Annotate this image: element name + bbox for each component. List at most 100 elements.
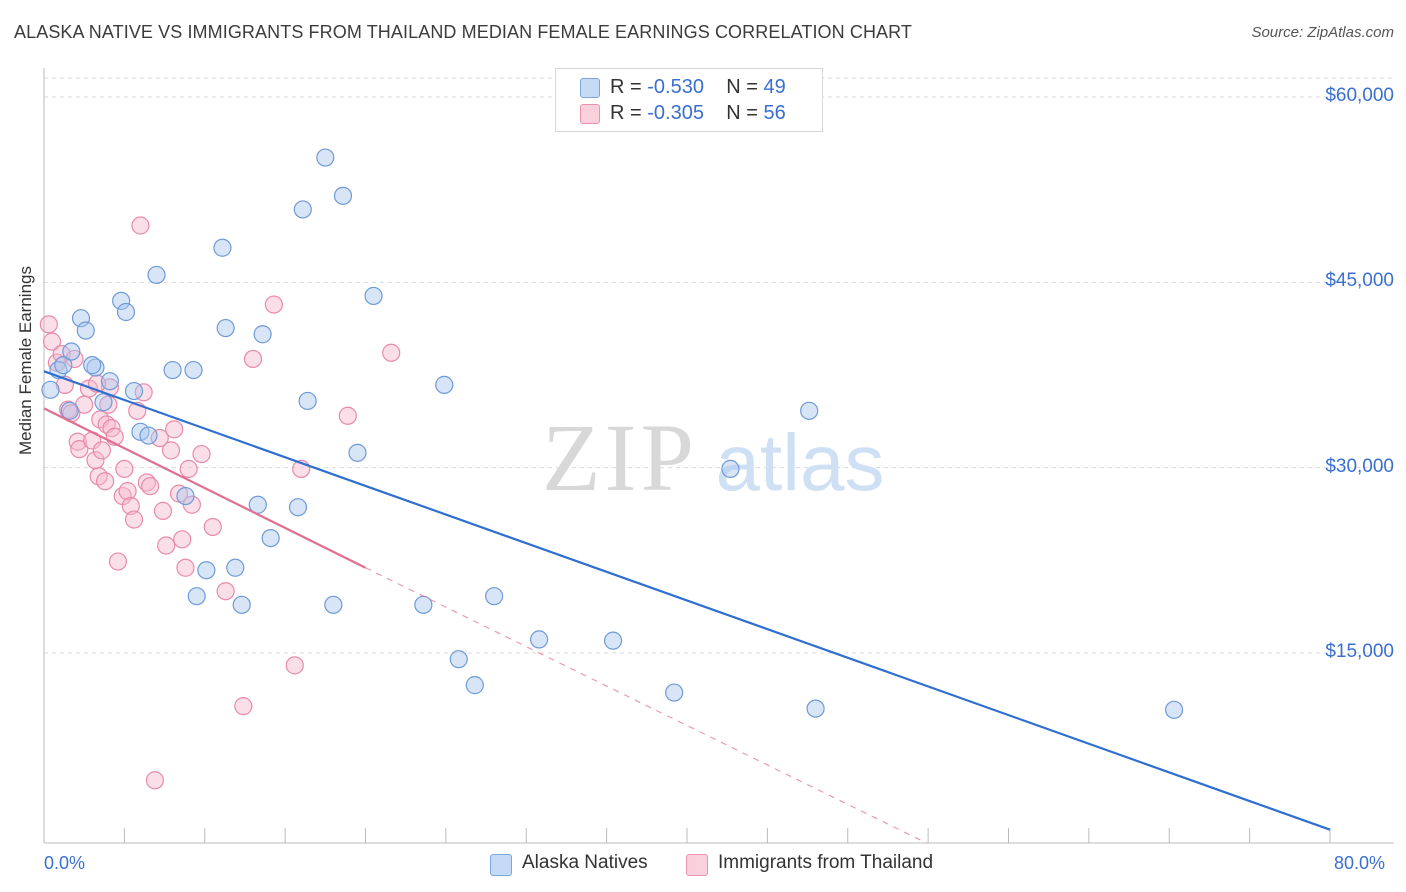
data-point-thailand: [382, 343, 401, 362]
data-point-alaska: [83, 356, 102, 375]
data-point-alaska: [348, 443, 367, 462]
watermark-zip: ZIP: [542, 404, 698, 511]
data-point-thailand: [338, 406, 357, 425]
data-point-thailand: [42, 332, 62, 351]
data-point-alaska: [800, 401, 819, 420]
legend-swatch-blue: [580, 78, 600, 98]
data-point-alaska: [213, 238, 232, 257]
data-point-alaska: [253, 325, 272, 344]
bottom-legend-label-pink: Immigrants from Thailand: [718, 852, 934, 873]
y-axis-label: Median Female Earnings: [16, 266, 35, 455]
data-point-alaska: [86, 358, 105, 377]
data-point-alaska: [414, 595, 433, 614]
data-point-alaska: [485, 587, 504, 606]
data-point-thailand: [150, 428, 169, 448]
trend-layer: [43, 370, 1331, 844]
watermark-atlas: atlas: [716, 418, 885, 507]
data-point-thailand: [192, 444, 211, 464]
data-point-thailand: [165, 420, 184, 439]
data-point-thailand: [124, 510, 144, 529]
x-tick-min: 0.0%: [44, 853, 86, 873]
legend-n-value-blue: 49: [763, 76, 786, 98]
grid-layer: [44, 77, 1394, 654]
data-point-alaska: [139, 426, 158, 445]
data-point-alaska: [232, 595, 251, 614]
data-point-alaska: [116, 302, 136, 322]
data-point-thailand: [92, 441, 111, 460]
pink-points-group: [39, 216, 401, 790]
data-point-alaska: [226, 558, 245, 577]
legend-n-label: N =: [726, 76, 764, 98]
data-point-thailand: [118, 482, 137, 501]
watermark: ZIP atlas: [542, 404, 884, 511]
data-point-alaska: [216, 318, 235, 338]
data-point-alaska: [163, 360, 182, 380]
data-point-thailand: [285, 656, 304, 675]
legend-swatch-pink: [580, 104, 600, 124]
data-point-alaska: [54, 356, 73, 375]
data-point-thailand: [115, 459, 134, 479]
bottom-legend-swatch-blue: [490, 854, 512, 876]
y-tick-label: $15,000: [1325, 641, 1394, 662]
trendline-alaska: [43, 370, 1331, 831]
bottom-legend-swatch-pink: [686, 854, 708, 876]
y-tick-label: $60,000: [1325, 85, 1394, 106]
data-point-alaska: [112, 291, 131, 310]
data-point-thailand: [140, 477, 160, 496]
axes-layer: [43, 68, 1394, 844]
legend-n-value-pink: 56: [763, 102, 786, 124]
data-point-alaska: [41, 380, 60, 399]
y-tick-label: $45,000: [1325, 270, 1394, 292]
legend-r-value-pink: -0.305: [647, 102, 704, 124]
data-point-alaska: [324, 595, 343, 614]
data-point-alaska: [530, 630, 549, 649]
data-point-alaska: [665, 683, 684, 702]
data-point-alaska: [288, 498, 308, 517]
legend-r-label: R =: [610, 76, 648, 98]
data-point-thailand: [95, 472, 115, 491]
x-tick-max: 80.0%: [1334, 853, 1386, 873]
data-point-thailand: [264, 295, 283, 314]
data-point-alaska: [261, 528, 280, 548]
legend-n-label: N =: [726, 102, 764, 124]
data-point-thailand: [234, 697, 253, 716]
data-point-alaska: [721, 459, 740, 479]
blue-points-group: [41, 148, 1184, 719]
data-point-alaska: [449, 650, 468, 669]
correlation-legend: R = -0.530 N = 49 R = -0.305 N = 56: [555, 68, 823, 132]
data-point-alaska: [316, 148, 335, 167]
data-point-thailand: [145, 771, 165, 790]
y-tick-label: $30,000: [1325, 455, 1394, 477]
data-point-thailand: [121, 496, 140, 516]
data-point-alaska: [187, 587, 206, 606]
data-point-alaska: [364, 286, 383, 306]
legend-r-value-blue: -0.530: [647, 76, 704, 98]
data-point-thailand: [157, 536, 176, 555]
data-point-alaska: [124, 381, 144, 401]
data-point-thailand: [68, 432, 87, 451]
data-point-thailand: [108, 552, 128, 571]
data-point-alaska: [435, 375, 454, 394]
trendline-thailand: [43, 407, 366, 569]
data-point-thailand: [173, 530, 192, 549]
data-point-thailand: [39, 315, 58, 334]
data-point-alaska: [293, 200, 312, 219]
legend-r-label: R =: [610, 102, 648, 124]
data-point-alaska: [76, 321, 95, 340]
data-point-alaska: [806, 699, 825, 718]
data-point-thailand: [176, 558, 195, 577]
data-point-thailand: [153, 501, 173, 521]
data-point-thailand: [216, 582, 235, 601]
data-point-alaska: [333, 186, 353, 205]
data-point-alaska: [1164, 700, 1184, 719]
chart-title: ALASKA NATIVE VS IMMIGRANTS FROM THAILAN…: [14, 22, 913, 42]
data-point-thailand: [203, 517, 222, 537]
bottom-legend-label-blue: Alaska Natives: [522, 852, 648, 873]
data-point-thailand: [243, 349, 263, 369]
data-point-alaska: [465, 676, 484, 695]
data-point-thailand: [161, 441, 181, 460]
data-point-thailand: [179, 459, 198, 479]
data-point-thailand: [131, 216, 150, 235]
source-label: Source: ZipAtlas.com: [1251, 24, 1394, 41]
